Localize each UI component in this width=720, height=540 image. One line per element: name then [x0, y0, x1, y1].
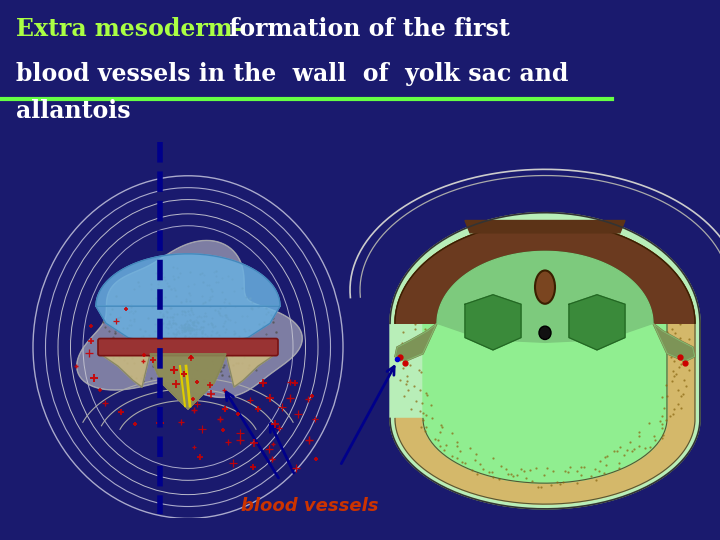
Ellipse shape — [539, 326, 551, 340]
Polygon shape — [423, 245, 667, 483]
Polygon shape — [465, 295, 521, 350]
Text: blood vessels: blood vessels — [241, 497, 379, 516]
FancyBboxPatch shape — [98, 339, 278, 356]
Text: Extra mesoderm-: Extra mesoderm- — [16, 17, 242, 40]
Text: blood vessels in the  wall  of  yolk sac and: blood vessels in the wall of yolk sac an… — [16, 62, 568, 86]
Polygon shape — [77, 240, 302, 397]
Polygon shape — [395, 222, 695, 504]
Polygon shape — [150, 354, 226, 409]
Text: formation of the first: formation of the first — [221, 17, 510, 40]
Polygon shape — [653, 323, 695, 361]
Polygon shape — [465, 220, 625, 233]
Polygon shape — [437, 251, 653, 342]
Polygon shape — [390, 213, 700, 509]
Polygon shape — [395, 323, 437, 361]
Polygon shape — [100, 354, 276, 409]
Text: allantois: allantois — [16, 99, 130, 123]
Polygon shape — [569, 295, 625, 350]
Polygon shape — [96, 254, 280, 346]
Polygon shape — [395, 222, 695, 323]
Ellipse shape — [535, 271, 555, 304]
Polygon shape — [653, 323, 695, 361]
Polygon shape — [395, 323, 437, 361]
